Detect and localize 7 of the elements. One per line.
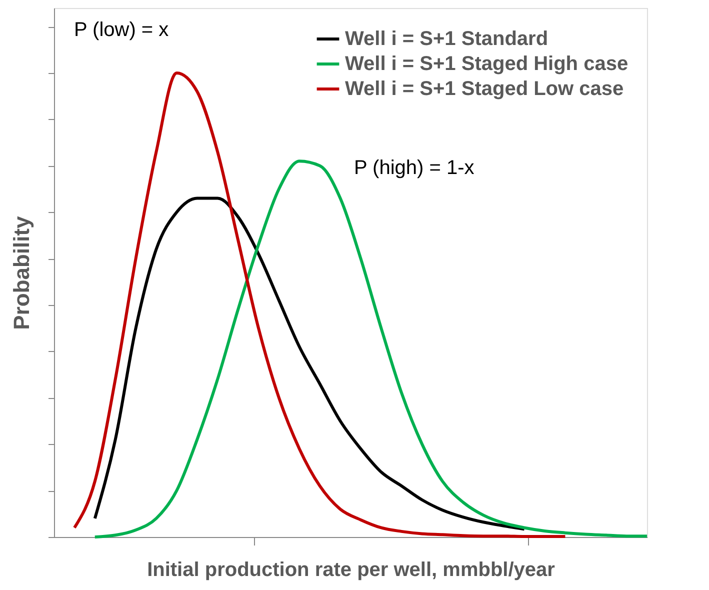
legend-label: Well i = S+1 Staged High case [345, 53, 628, 75]
legend-label: Well i = S+1 Staged Low case [345, 78, 624, 100]
legend-label: Well i = S+1 Standard [345, 28, 548, 50]
x-axis-title: Initial production rate per well, mmbbl/year [147, 559, 556, 581]
y-axis-title: Probability [9, 215, 34, 330]
text: P (low) = x [74, 19, 169, 41]
annotation: P (high) = 1-x [354, 157, 474, 179]
